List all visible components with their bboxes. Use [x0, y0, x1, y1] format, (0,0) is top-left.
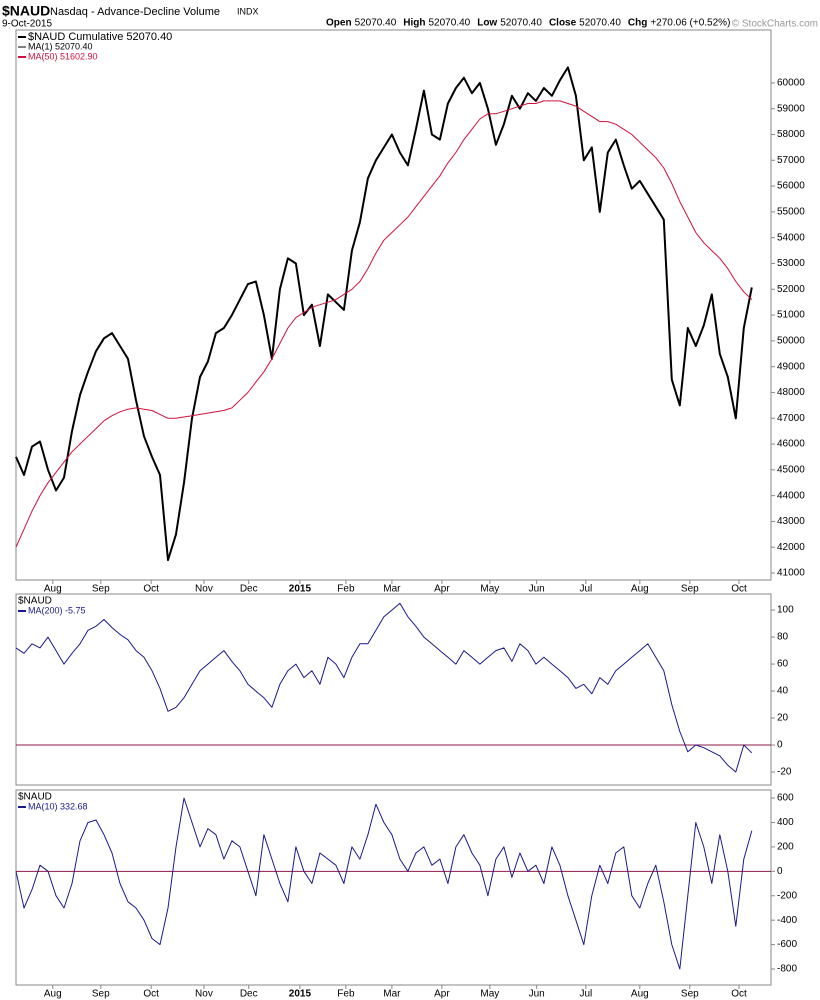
- y-tick-label: 42000: [777, 542, 805, 553]
- y-tick-label: 600: [777, 793, 794, 804]
- quote-label: Chg: [628, 18, 647, 29]
- quote-label: Close: [549, 18, 577, 29]
- x-tick-label: May: [480, 584, 499, 595]
- panel-frame: [15, 29, 772, 581]
- x-tick-label: Nov: [195, 584, 213, 595]
- quote-value: 52070.40: [579, 18, 621, 29]
- series-line: [15, 66, 753, 562]
- x-tick-label: Oct: [143, 989, 159, 1000]
- y-tick-label: 0: [777, 740, 783, 751]
- y-tick-label: 54000: [777, 232, 805, 243]
- y-tick-label: 200: [777, 842, 794, 853]
- y-tick-label: 80: [777, 632, 789, 643]
- panel-title: $NAUD: [18, 596, 52, 607]
- legend-label: $NAUD Cumulative 52070.40: [28, 31, 172, 43]
- x-tick-label: Mar: [383, 584, 401, 595]
- y-tick-label: 59000: [777, 103, 805, 114]
- x-tick-label: Sep: [681, 584, 699, 595]
- panel-frame: [15, 789, 772, 986]
- y-tick-label: 20: [777, 713, 789, 724]
- panel-frame: [15, 593, 772, 786]
- quote-value: 52070.40: [429, 18, 471, 29]
- y-tick-label: 56000: [777, 181, 805, 192]
- panel-title: $NAUD: [18, 792, 52, 803]
- quote-label: Open: [326, 18, 352, 29]
- x-tick-label: Aug: [44, 989, 62, 1000]
- y-tick-label: 55000: [777, 207, 805, 218]
- y-tick-label: 58000: [777, 129, 805, 140]
- y-tick-label: 52000: [777, 284, 805, 295]
- y-tick-label: 50000: [777, 335, 805, 346]
- x-tick-label: Feb: [337, 989, 355, 1000]
- x-tick-label: 2015: [289, 584, 312, 595]
- x-tick-label: 2015: [289, 989, 312, 1000]
- y-tick-label: -20: [777, 767, 792, 778]
- x-tick-label: Jul: [579, 584, 592, 595]
- y-tick-label: 46000: [777, 439, 805, 450]
- y-tick-label: 100: [777, 605, 794, 616]
- x-tick-label: Aug: [44, 584, 62, 595]
- x-tick-label: Jun: [529, 584, 545, 595]
- x-tick-label: Aug: [631, 584, 649, 595]
- quote-label: Low: [477, 18, 497, 29]
- credit: © StockCharts.com: [732, 19, 818, 30]
- x-tick-label: Nov: [195, 989, 213, 1000]
- y-tick-label: -200: [777, 890, 797, 901]
- quote-value: 52070.40: [355, 18, 397, 29]
- x-tick-label: Aug: [631, 989, 649, 1000]
- series-line: [15, 602, 753, 773]
- x-tick-label: Dec: [240, 584, 258, 595]
- y-tick-label: 47000: [777, 413, 805, 424]
- symbol: $NAUD: [2, 3, 50, 19]
- exchange: INDX: [237, 6, 259, 16]
- x-tick-label: Dec: [240, 989, 258, 1000]
- y-tick-label: -800: [777, 964, 797, 975]
- y-tick-label: 41000: [777, 568, 805, 579]
- y-tick-label: 49000: [777, 361, 805, 372]
- x-tick-label: Jun: [529, 989, 545, 1000]
- y-tick-label: 40: [777, 686, 789, 697]
- y-tick-label: 43000: [777, 516, 805, 527]
- x-tick-label: Sep: [92, 989, 110, 1000]
- quote-value: +270.06 (+0.52%): [650, 18, 730, 29]
- series-line: [15, 797, 753, 970]
- legend-label: MA(200) -5.75: [28, 605, 86, 615]
- y-tick-label: 0: [777, 866, 783, 877]
- y-tick-label: 48000: [777, 387, 805, 398]
- x-tick-label: Feb: [337, 584, 355, 595]
- x-tick-label: Apr: [434, 989, 450, 1000]
- y-tick-label: 60000: [777, 78, 805, 89]
- series-line: [15, 100, 753, 548]
- x-tick-label: May: [480, 989, 499, 1000]
- legend-label: MA(1) 52070.40: [28, 41, 93, 51]
- legend-label: MA(50) 51602.90: [28, 51, 98, 61]
- x-tick-label: Oct: [143, 584, 159, 595]
- y-tick-label: -400: [777, 915, 797, 926]
- y-tick-label: 57000: [777, 155, 805, 166]
- index-name: Nasdaq - Advance-Decline Volume: [50, 6, 220, 18]
- x-tick-label: Apr: [434, 584, 450, 595]
- x-tick-label: Mar: [383, 989, 401, 1000]
- y-tick-label: 53000: [777, 258, 805, 269]
- x-tick-label: Jul: [579, 989, 592, 1000]
- x-tick-label: Oct: [731, 989, 747, 1000]
- x-tick-label: Oct: [731, 584, 747, 595]
- y-tick-label: -600: [777, 939, 797, 950]
- y-tick-label: 51000: [777, 310, 805, 321]
- x-tick-label: Sep: [92, 584, 110, 595]
- y-tick-label: 44000: [777, 490, 805, 501]
- y-tick-label: 45000: [777, 464, 805, 475]
- x-tick-label: Sep: [681, 989, 699, 1000]
- quote-label: High: [403, 18, 425, 29]
- y-tick-label: 60: [777, 659, 789, 670]
- y-tick-label: 400: [777, 817, 794, 828]
- date: 9-Oct-2015: [2, 19, 52, 30]
- quote-value: 52070.40: [500, 18, 542, 29]
- legend-label: MA(10) 332.68: [28, 801, 88, 811]
